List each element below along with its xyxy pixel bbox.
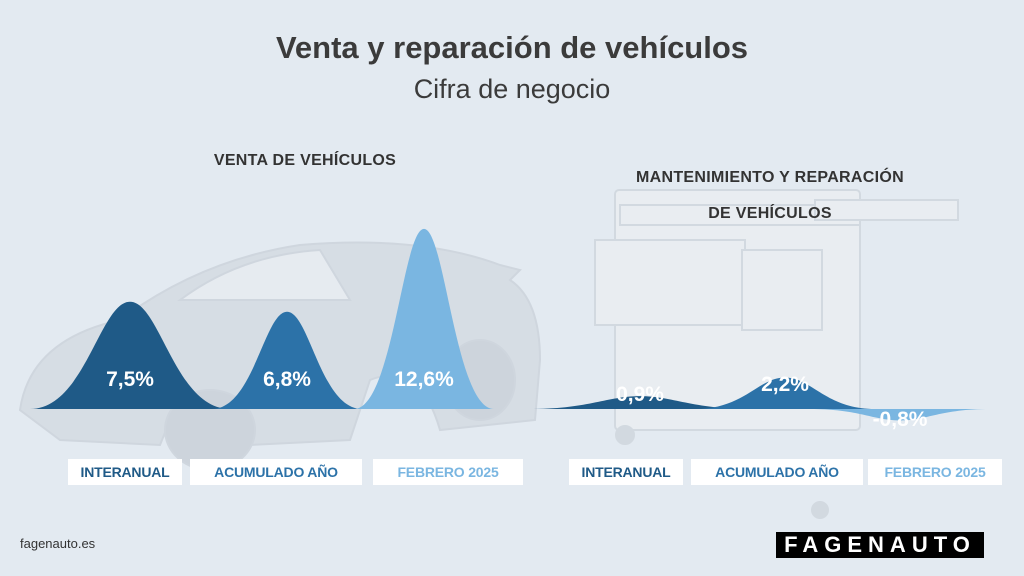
category-label: INTERANUAL (68, 459, 182, 485)
category-label: FEBRERO 2025 (868, 459, 1002, 485)
peak-bar-sales-0 (30, 301, 230, 409)
data-label: 2,2% (761, 373, 809, 396)
tool-cart-illustration (594, 189, 959, 519)
data-label: 12,6% (394, 368, 454, 391)
data-label: 7,5% (106, 368, 154, 391)
page-title: Venta y reparación de vehículos (275, 30, 749, 65)
category-label: ACUMULADO AÑO (691, 459, 863, 485)
data-label: 0,9% (616, 383, 664, 406)
chart-title-maintenance-line1: MANTENIMIENTO Y REPARACIÓN (636, 169, 904, 186)
footer-website[interactable]: fagenauto.es (20, 536, 96, 551)
peak-bar-maintenance-0 (528, 396, 752, 409)
peak-bar-maintenance-1 (695, 377, 875, 409)
fagenauto-logo: FAGENAUTO (776, 532, 984, 558)
page-subtitle: Cifra de negocio (413, 74, 611, 104)
chart-title-maintenance-line2: DE VEHÍCULOS (708, 205, 832, 222)
category-label: FEBRERO 2025 (373, 459, 523, 485)
peak-bar-sales-2 (354, 228, 494, 409)
category-label: INTERANUAL (569, 459, 683, 485)
data-label: -0,8% (873, 408, 928, 431)
category-label: ACUMULADO AÑO (190, 459, 362, 485)
data-label: 6,8% (263, 368, 311, 391)
chart-title-maintenance: MANTENIMIENTO Y REPARACIÓN DE VEHÍCULOS (585, 160, 955, 232)
peak-bar-sales-1 (212, 311, 362, 409)
peak-bar-maintenance-2 (810, 409, 990, 421)
chart-title-vehicle-sales: VENTA DE VEHÍCULOS (213, 152, 397, 169)
